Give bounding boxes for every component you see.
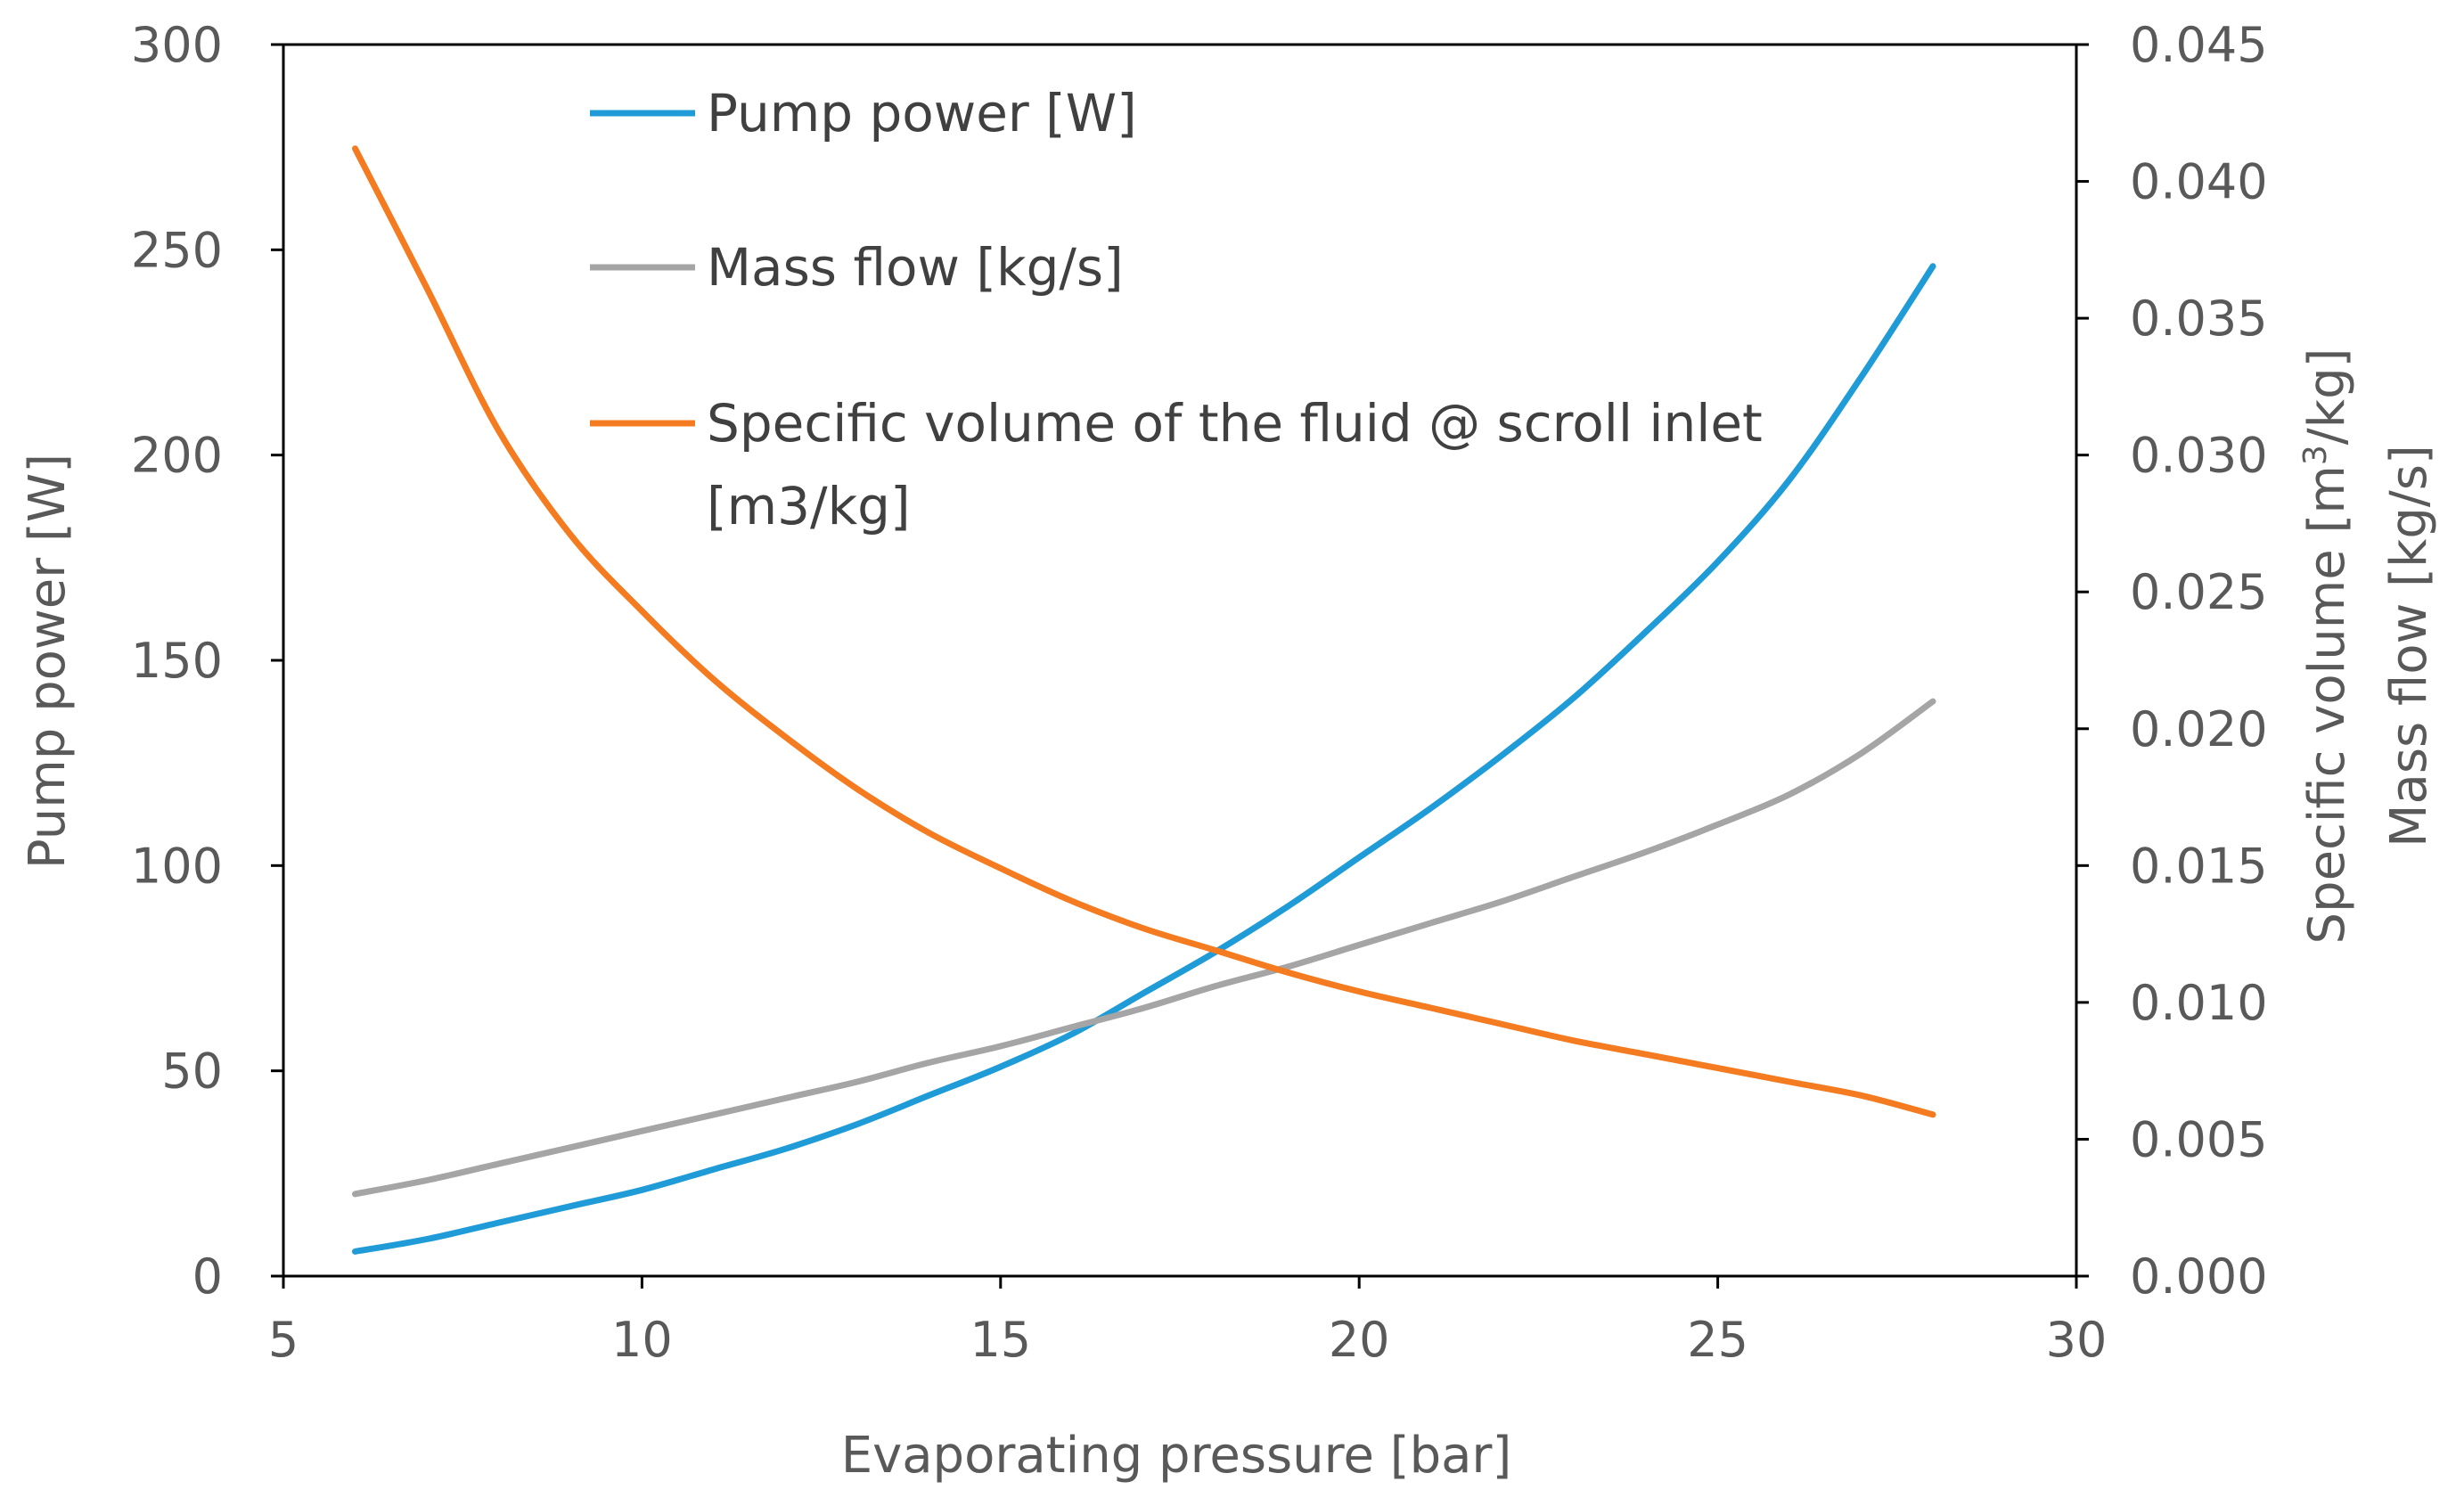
- left-y-tick-label: 200: [131, 428, 223, 484]
- right-y-axis-ticks: 0.000 0.005 0.010 0.015 0.020 0.025 0.030 0.035…: [2076, 17, 2268, 1305]
- series-line-mass-flow: [352, 698, 1936, 1198]
- left-y-tick-label: 100: [131, 838, 223, 894]
- right-y-tick-label: 0.025: [2130, 564, 2268, 620]
- plot-frame: [282, 43, 2078, 1278]
- left-y-tick-label: 300: [131, 17, 223, 73]
- x-tick-label: 15: [970, 1312, 1031, 1368]
- series-layer: [352, 145, 1936, 1255]
- x-axis-title: Evaporating pressure [bar]: [841, 1427, 1512, 1485]
- x-tick-label: 5: [268, 1312, 299, 1368]
- series-line-specific-volume: [352, 145, 1936, 1118]
- specific-volume-title-superscript: 3: [2297, 445, 2334, 465]
- right-y-tick-label: 0.005: [2130, 1111, 2268, 1167]
- specific-volume-title-base: Specific volume [m: [2298, 465, 2356, 944]
- right-y-tick-label: 0.010: [2130, 975, 2268, 1031]
- plot-area-border: [282, 43, 2078, 1278]
- legend-label-specific-volume-line2: [m3/kg]: [707, 476, 911, 536]
- legend-label-mass-flow: Mass flow [kg/s]: [707, 237, 1124, 298]
- x-axis-ticks: 5 10 15 20 25 30: [268, 1276, 2108, 1368]
- right-y-tick-label: 0.015: [2130, 838, 2268, 894]
- left-y-tick-label: 50: [161, 1044, 223, 1100]
- left-y-tick-label: 0: [192, 1248, 223, 1305]
- legend: Pump power [W] Mass flow [kg/s] Specific…: [590, 83, 1763, 536]
- left-y-tick-label: 150: [131, 633, 223, 689]
- legend-label-pump-power: Pump power [W]: [707, 83, 1137, 143]
- right-y-tick-label: 0.030: [2130, 428, 2268, 484]
- right-y-tick-label: 0.000: [2130, 1248, 2268, 1305]
- right-y-tick-label: 0.020: [2130, 701, 2268, 757]
- right-y-tick-label: 0.035: [2130, 291, 2268, 347]
- right-y-axis-title-mass-flow: Mass flow [kg/s]: [2380, 445, 2438, 847]
- x-tick-label: 25: [1687, 1312, 1748, 1368]
- specific-volume-title-tail: /kg]: [2298, 348, 2356, 445]
- x-tick-label: 10: [611, 1312, 673, 1368]
- right-y-tick-label: 0.040: [2130, 154, 2268, 210]
- left-y-tick-label: 250: [131, 222, 223, 278]
- x-tick-label: 30: [2046, 1312, 2108, 1368]
- left-y-axis-ticks: 0 50 100 150 200 250 300: [131, 17, 283, 1305]
- x-tick-label: 20: [1329, 1312, 1390, 1368]
- right-y-axis-title-specific-volume: Specific volume [m3/kg]: [2297, 348, 2357, 944]
- right-y-tick-label: 0.045: [2130, 17, 2268, 73]
- legend-label-specific-volume-line1: Specific volume of the fluid @ scroll in…: [707, 393, 1763, 454]
- series-line-pump-power: [352, 263, 1936, 1255]
- left-y-axis-title: Pump power [W]: [19, 454, 77, 869]
